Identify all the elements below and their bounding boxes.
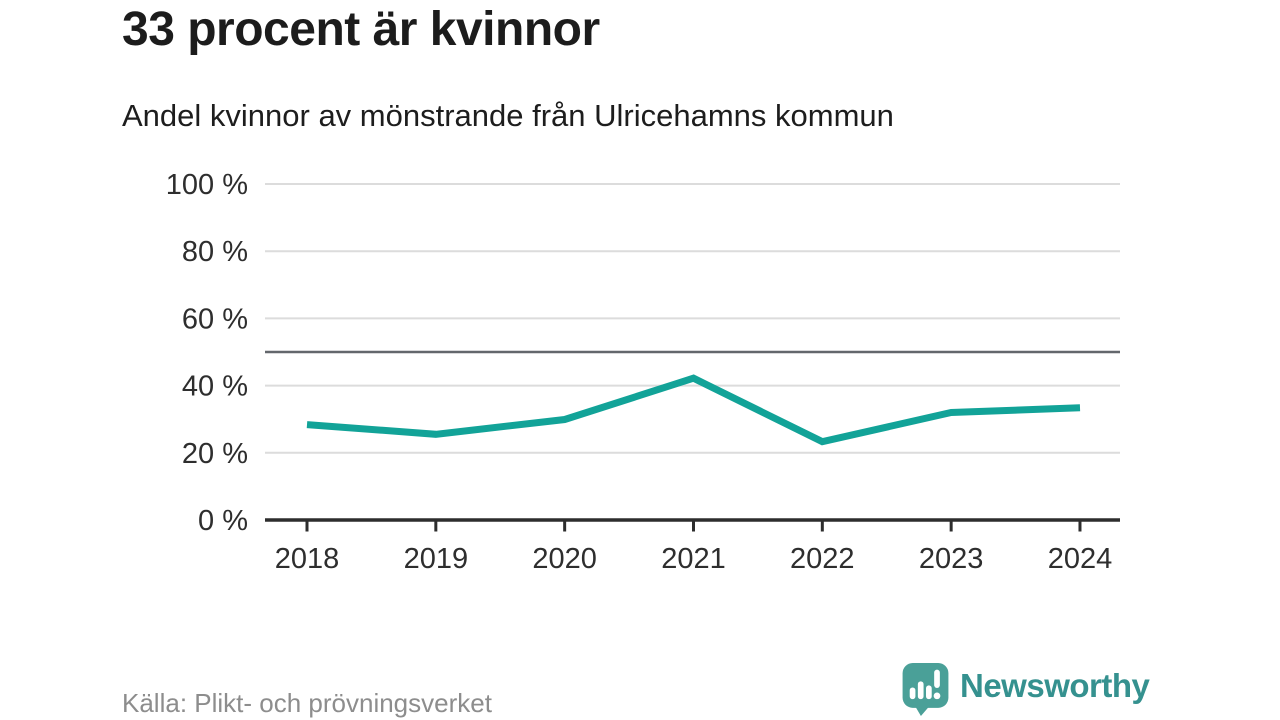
line-chart-plot: 0 % 20 % 40 % 60 % 80 % 100 % 2018 2019 2020 2021… (166, 169, 1120, 575)
x-tick-label: 2022 (790, 543, 855, 575)
newsworthy-wordmark: Newsworthy (960, 666, 1150, 704)
x-tick-label: 2024 (1048, 543, 1113, 575)
newsworthy-logo: Newsworthy (901, 662, 1150, 717)
x-tick-label: 2018 (275, 543, 340, 575)
x-tick-label: 2019 (404, 543, 469, 575)
x-tick-label: 2023 (919, 543, 984, 575)
y-tick-label: 40 % (182, 371, 248, 403)
x-tick-label: 2021 (661, 543, 726, 575)
x-tick-label: 2020 (532, 543, 597, 575)
y-tick-label: 80 % (182, 236, 248, 268)
chart-title: 33 procent är kvinnor (122, 3, 600, 56)
y-tick-label: 60 % (182, 303, 248, 335)
y-tick-label: 100 % (166, 169, 248, 201)
data-line (306, 374, 1081, 446)
y-tick-label: 20 % (182, 438, 248, 470)
source-note: Källa: Plikt- och prövningsverket (122, 688, 492, 718)
chart-subtitle: Andel kvinnor av mönstrande från Ulriceh… (122, 98, 894, 133)
y-tick-label: 0 % (198, 505, 248, 537)
newsworthy-bar-chart-bubble-icon (902, 663, 949, 716)
